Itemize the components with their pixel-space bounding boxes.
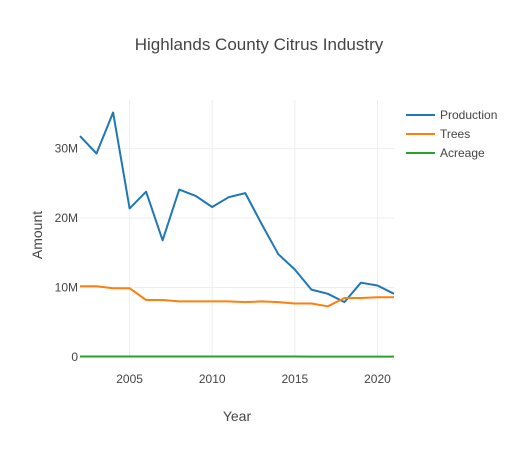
y-tick-label: 20M [55,211,78,225]
y-axis-title: Amount [29,211,45,259]
legend-item-acreage[interactable]: Acreage [406,146,485,160]
series-line-trees[interactable] [80,285,394,308]
legend[interactable]: Production Trees Acreage [406,108,497,160]
chart-title: Highlands County Citrus Industry [135,35,384,54]
series-line-production[interactable] [79,111,395,304]
x-axis-title: Year [223,408,252,424]
legend-label: Production [440,108,497,122]
y-tick-label: 10M [55,281,78,295]
legend-label: Acreage [440,146,485,160]
legend-label: Trees [440,127,470,141]
x-tick-label: 2010 [199,372,226,386]
tick-layer: 2005 2010 2015 2020 0 10M 20M 30M [55,142,391,386]
x-tick-label: 2015 [281,372,308,386]
x-tick-label: 2005 [116,372,143,386]
legend-item-trees[interactable]: Trees [406,127,470,141]
series-layer [79,111,395,358]
grid-layer [80,100,394,358]
x-tick-label: 2020 [364,372,391,386]
y-tick-label: 30M [55,142,78,156]
legend-item-production[interactable]: Production [406,108,497,122]
y-tick-label: 0 [71,350,78,364]
